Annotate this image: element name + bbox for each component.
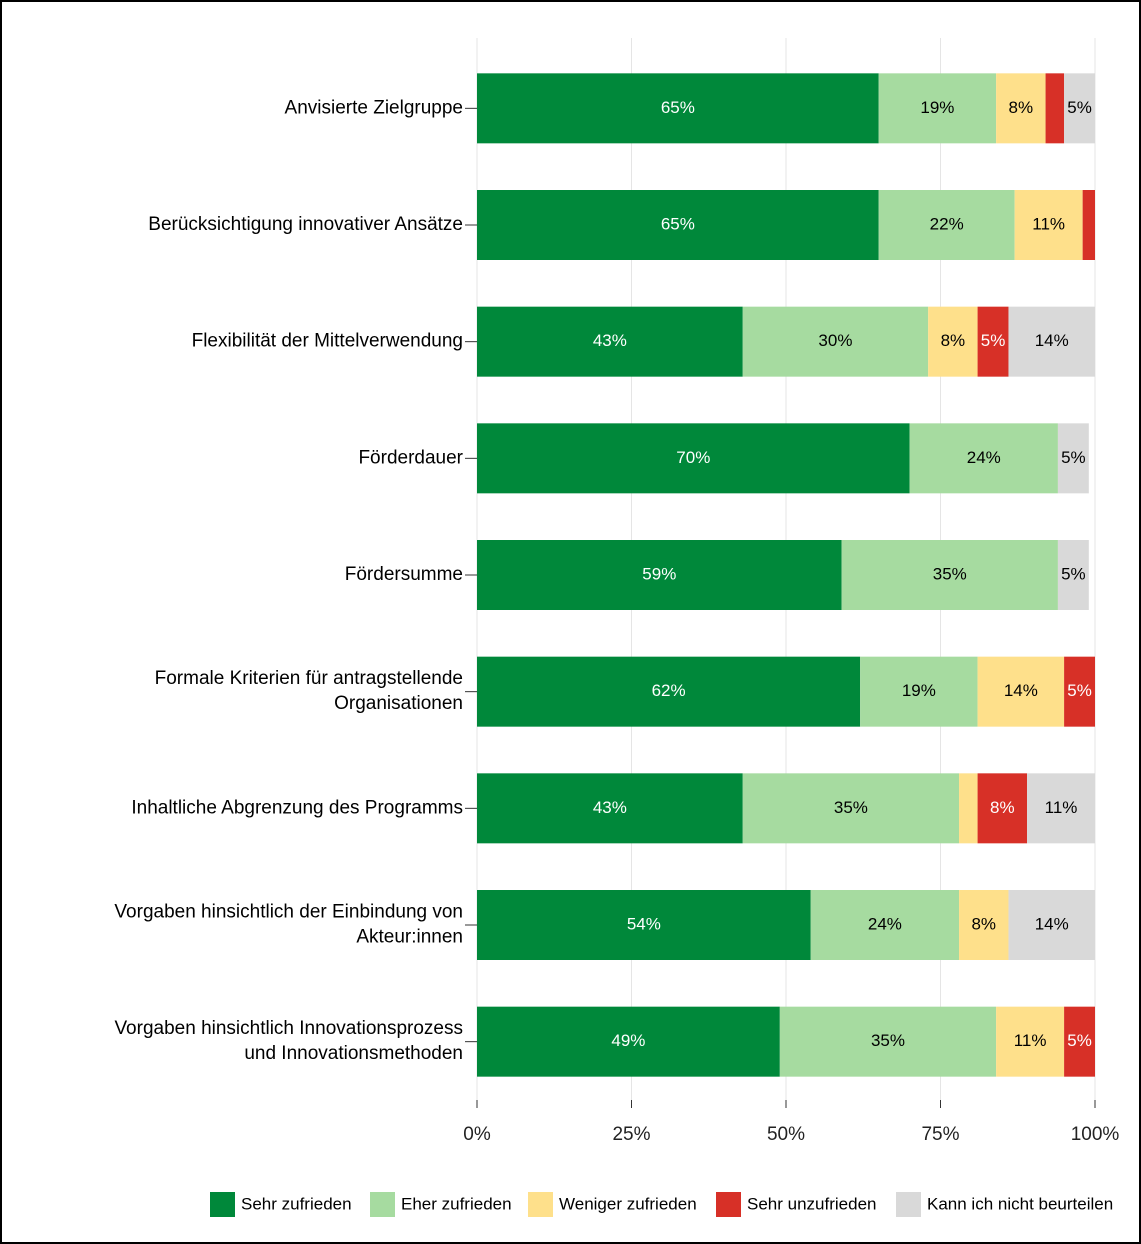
value-label: 54%: [627, 914, 661, 933]
y-tick-label: Formale Kriterien für antragstellende Org…: [155, 668, 463, 714]
value-label: 5%: [1067, 681, 1092, 700]
y-tick-label: Fördersumme: [345, 564, 463, 585]
bar-segment: [909, 423, 1058, 494]
bar-segment: [477, 656, 861, 727]
value-label: 11%: [1045, 798, 1078, 817]
bar-segment: [477, 73, 879, 144]
value-label: 59%: [642, 564, 676, 583]
value-label: 43%: [593, 798, 627, 817]
bar-segment: [477, 773, 743, 844]
bar-segment: [1008, 890, 1095, 960]
x-tick-label: 75%: [921, 1124, 959, 1145]
value-label: 22%: [930, 214, 964, 233]
bar-segment: [477, 1006, 780, 1077]
bar-segment: [742, 773, 960, 844]
bar-segment: [1057, 423, 1089, 494]
value-label: 19%: [902, 681, 936, 700]
bar-segment: [477, 423, 910, 494]
value-label: 14%: [1035, 914, 1069, 933]
value-label: 5%: [1067, 1031, 1092, 1050]
value-label: 35%: [933, 564, 967, 583]
legend-label: Kann ich nicht beurteilen: [927, 1194, 1113, 1213]
value-label: 49%: [611, 1031, 645, 1050]
bar-segment: [810, 890, 960, 960]
value-label: 5%: [1067, 98, 1092, 117]
bar-segment: [878, 73, 997, 144]
bar-segment: [1064, 1006, 1095, 1077]
bar-segment: [1057, 540, 1089, 610]
bar-segment: [477, 190, 879, 260]
bar-segment: [742, 306, 929, 377]
y-tick-label: Anvisierte Zielgruppe: [285, 97, 463, 118]
bar-segment: [1064, 656, 1095, 727]
value-label: 70%: [676, 448, 710, 467]
value-label: 14%: [1035, 331, 1069, 350]
legend-swatch: [528, 1192, 553, 1217]
bar-segment: [1014, 190, 1083, 260]
value-label: 65%: [661, 214, 695, 233]
bar-segment: [959, 773, 978, 844]
legend-swatch: [716, 1192, 741, 1217]
bar-segment: [1027, 773, 1095, 844]
y-tick-label: Berücksichtigung innovativer Ansätze: [148, 214, 463, 235]
bar-segment: [996, 1006, 1065, 1077]
value-label: 35%: [871, 1031, 905, 1050]
value-label: 14%: [1004, 681, 1038, 700]
legend-label: Weniger zufrieden: [559, 1194, 697, 1213]
value-label: 24%: [967, 448, 1001, 467]
bar-segment: [878, 190, 1015, 260]
value-label: 11%: [1032, 214, 1065, 233]
y-tick-label: Vorgaben hinsichtlich Innovationsprozess…: [114, 1018, 463, 1064]
value-label: 11%: [1014, 1031, 1047, 1050]
bar-segment: [959, 890, 1009, 960]
value-label: 8%: [971, 914, 996, 933]
y-tick-label: Flexibilität der Mittelverwendung: [192, 331, 463, 352]
y-tick-label: Vorgaben hinsichtlich der Einbindung von…: [114, 902, 463, 948]
x-tick-label: 0%: [463, 1124, 491, 1145]
bar-segment: [977, 773, 1028, 844]
value-label: 8%: [1009, 98, 1034, 117]
bar-segment: [779, 1006, 997, 1077]
value-label: 24%: [868, 914, 902, 933]
bar-segment: [996, 73, 1046, 144]
bar-segment: [477, 540, 842, 610]
value-label: 5%: [1061, 564, 1086, 583]
legend-label: Sehr zufrieden: [241, 1194, 352, 1213]
bar-segment: [977, 306, 1009, 377]
value-label: 35%: [834, 798, 868, 817]
bar-segment: [1064, 73, 1095, 144]
value-label: 8%: [941, 331, 966, 350]
bar-segment: [928, 306, 978, 377]
bar-segment: [841, 540, 1058, 610]
bar-segment: [477, 890, 811, 960]
bar-segment: [477, 306, 743, 377]
bar-segment: [1082, 190, 1095, 260]
legend-label: Eher zufrieden: [401, 1194, 512, 1213]
value-label: 43%: [593, 331, 627, 350]
value-label: 5%: [1061, 448, 1086, 467]
x-tick-label: 100%: [1071, 1124, 1120, 1145]
value-label: 62%: [652, 681, 686, 700]
value-label: 5%: [981, 331, 1006, 350]
y-tick-label: Inhaltliche Abgrenzung des Programms: [131, 797, 463, 818]
x-tick-label: 25%: [612, 1124, 650, 1145]
bar-segment: [860, 656, 978, 727]
legend-swatch: [896, 1192, 921, 1217]
bar-segment: [1008, 306, 1095, 377]
bar-segment: [977, 656, 1065, 727]
value-label: 8%: [990, 798, 1015, 817]
value-label: 30%: [818, 331, 852, 350]
value-label: 65%: [661, 98, 695, 117]
legend-swatch: [370, 1192, 395, 1217]
bar-segment: [1045, 73, 1065, 144]
value-label: 19%: [920, 98, 954, 117]
legend-swatch: [210, 1192, 235, 1217]
x-tick-label: 50%: [767, 1124, 805, 1145]
y-tick-label: Förderdauer: [358, 447, 463, 468]
legend-label: Sehr unzufrieden: [747, 1194, 876, 1213]
